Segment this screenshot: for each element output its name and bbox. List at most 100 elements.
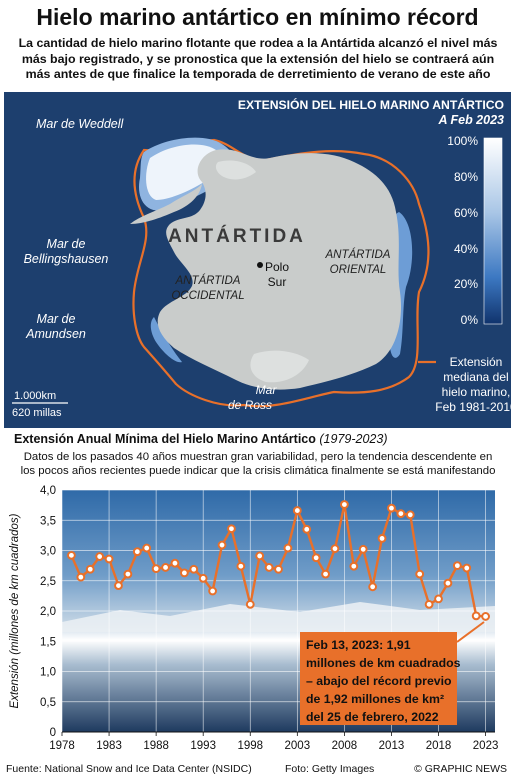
colorbar-tick: 100% <box>447 134 478 148</box>
subtitle-line: más antes de que finalice la temporada d… <box>25 67 491 81</box>
y-tick-label: 4,0 <box>40 485 56 497</box>
chart-description-line: Datos de los pasados 40 años muestran gr… <box>23 451 493 463</box>
colorbar-tick: 40% <box>454 242 478 256</box>
data-point <box>481 612 490 621</box>
ross-ice-shelf <box>250 350 309 383</box>
ross-sea-label: de Ross <box>228 398 272 412</box>
y-tick-labels: 0 0,5 1,0 1,5 2,0 2,5 3,0 3,5 4,0 <box>40 485 56 739</box>
concentration-colorbar <box>483 137 503 325</box>
data-point <box>424 599 434 609</box>
data-point <box>443 578 453 588</box>
chart-period: (1979-2023) <box>319 432 388 446</box>
x-tick-label: 2018 <box>426 740 452 752</box>
chart-heading: Extensión Anual Mínima del Hielo Marino … <box>14 432 509 446</box>
x-tick-label: 2008 <box>332 740 358 752</box>
y-tick-label: 2,5 <box>40 576 56 588</box>
colorbar-tick: 60% <box>454 206 478 220</box>
source-credit: Fuente: National Snow and Ice Data Cente… <box>6 763 252 775</box>
scale-miles: 620 millas <box>12 407 62 419</box>
data-point <box>104 554 114 564</box>
data-point <box>255 551 265 561</box>
x-tick-label: 1993 <box>190 740 216 752</box>
south-pole-label: Sur <box>268 275 287 289</box>
data-point <box>76 572 86 582</box>
west-antarctica-label: OCCIDENTAL <box>171 290 244 302</box>
annotation-text: millones de km cuadrados <box>306 656 461 670</box>
chart-description: Datos de los pasados 40 años muestran gr… <box>8 450 508 478</box>
data-point <box>349 561 359 571</box>
data-point <box>368 582 378 592</box>
x-tick-label: 1983 <box>96 740 122 752</box>
y-axis-label: Extensión (millones de km cuadrados) <box>9 513 21 708</box>
data-point <box>330 544 340 554</box>
data-point <box>85 564 95 574</box>
data-point <box>302 524 312 534</box>
weddell-sea-label: Mar de Weddell <box>36 117 125 131</box>
map-date: A Feb 2023 <box>437 113 504 127</box>
data-point <box>142 543 152 553</box>
page-subtitle: La cantidad de hielo marino flotante que… <box>8 36 508 83</box>
subtitle-line: La cantidad de hielo marino flotante que… <box>18 36 498 50</box>
y-tick-label: 0 <box>50 727 56 739</box>
ross-sea-label: Mar <box>256 383 278 397</box>
annotation-text: de 1,92 millones de km² <box>306 692 444 706</box>
data-point <box>462 563 472 573</box>
data-point <box>452 561 462 571</box>
data-point <box>415 569 425 579</box>
data-point <box>245 599 255 609</box>
median-legend-text: hielo marino, <box>442 385 511 399</box>
data-point <box>208 586 218 596</box>
east-antarctica-label: ANTÁRTIDA <box>325 248 391 261</box>
annotation-text: del 25 de febrero, 2022 <box>306 710 439 724</box>
annotation-pointer <box>456 621 485 643</box>
x-tick-label: 2023 <box>473 740 499 752</box>
sea-ice-map: Mar de Weddell Mar de Bellingshausen Mar… <box>4 92 511 428</box>
data-point <box>339 500 349 509</box>
map-heading: EXTENSIÓN DEL HIELO MARINO ANTÁRTICO <box>238 97 504 112</box>
data-point <box>198 573 208 583</box>
axes <box>61 731 495 736</box>
y-tick-label: 2,0 <box>40 606 56 618</box>
colorbar-tick: 20% <box>454 277 478 291</box>
x-tick-label: 1998 <box>237 740 263 752</box>
continent-label: ANTÁRTIDA <box>168 225 306 247</box>
colorbar-tick: 80% <box>454 170 478 184</box>
data-point <box>67 550 76 560</box>
scale-km: 1.000km <box>14 390 56 402</box>
iceberg-silhouette <box>62 602 495 632</box>
colorbar-tick: 0% <box>461 313 479 327</box>
antarctic-peninsula <box>130 184 202 224</box>
data-point <box>292 506 302 515</box>
annotation-text: Feb 13, 2023: 1,91 <box>306 638 411 652</box>
footer: Fuente: National Snow and Ice Data Cente… <box>0 761 515 779</box>
south-pole-label: Polo <box>265 260 289 274</box>
extent-line-chart: 00,51,01,52,02,53,03,54,0 1978 1983 1988 19… <box>9 485 499 752</box>
data-point <box>227 524 236 534</box>
data-point <box>311 553 321 563</box>
data-point <box>161 563 170 572</box>
subtitle-line: más bajo registrado, y se pronostica que… <box>21 51 495 66</box>
y-tick-label: 3,0 <box>40 546 56 558</box>
data-point <box>405 510 415 520</box>
antarctica-landmass <box>157 149 401 390</box>
y-tick-label: 3,5 <box>40 515 56 527</box>
data-point <box>274 564 283 574</box>
east-antarctica-label: ORIENTAL <box>330 264 387 276</box>
bellingshausen-sea-label: Mar de <box>47 237 86 251</box>
data-point <box>217 540 227 550</box>
amundsen-sea-label: Amundsen <box>25 327 86 341</box>
data-point <box>179 568 189 578</box>
data-point <box>114 581 123 590</box>
data-point <box>170 558 180 568</box>
annotation-text: – abajo del récord previo <box>306 674 452 688</box>
x-tick-label: 2003 <box>285 740 311 752</box>
x-tick-label: 2013 <box>379 740 405 752</box>
west-antarctica-label: ANTÁRTIDA <box>175 274 241 287</box>
record-annotation: Feb 13, 2023: 1,91 millones de km cuadra… <box>300 621 485 725</box>
data-point <box>358 544 368 554</box>
data-points <box>67 500 490 621</box>
chart-description-line: los pocos años recientes puede indicar q… <box>20 465 496 477</box>
south-pole-marker <box>257 262 263 268</box>
median-legend-text: Feb 1981-2010 <box>435 400 511 414</box>
data-point <box>236 561 246 571</box>
